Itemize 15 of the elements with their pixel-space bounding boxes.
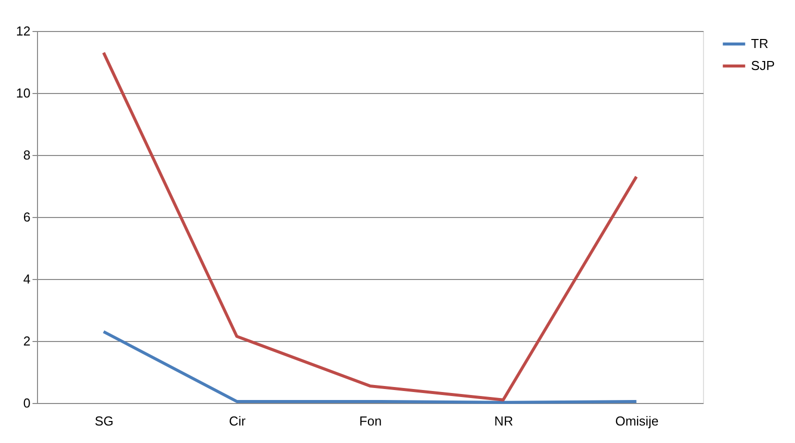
y-tick-label: 4 <box>23 272 30 286</box>
legend-label: SJP <box>751 58 775 73</box>
x-tick-label: NR <box>494 414 514 428</box>
line-series <box>102 51 638 402</box>
y-tick-label: 12 <box>16 24 30 38</box>
y-tick-label: 6 <box>23 210 30 224</box>
legend-label: TR <box>751 36 768 51</box>
y-tick-label: 8 <box>23 148 30 162</box>
x-tick-label: Omisije <box>615 414 659 428</box>
x-tick-label: SG <box>94 414 114 428</box>
y-tick-label: 10 <box>16 86 30 100</box>
x-tick-label: Fon <box>359 414 382 428</box>
y-tick-label: 2 <box>23 334 30 348</box>
y-tick-label: 0 <box>23 396 30 410</box>
x-tick-label: Cir <box>228 414 246 428</box>
